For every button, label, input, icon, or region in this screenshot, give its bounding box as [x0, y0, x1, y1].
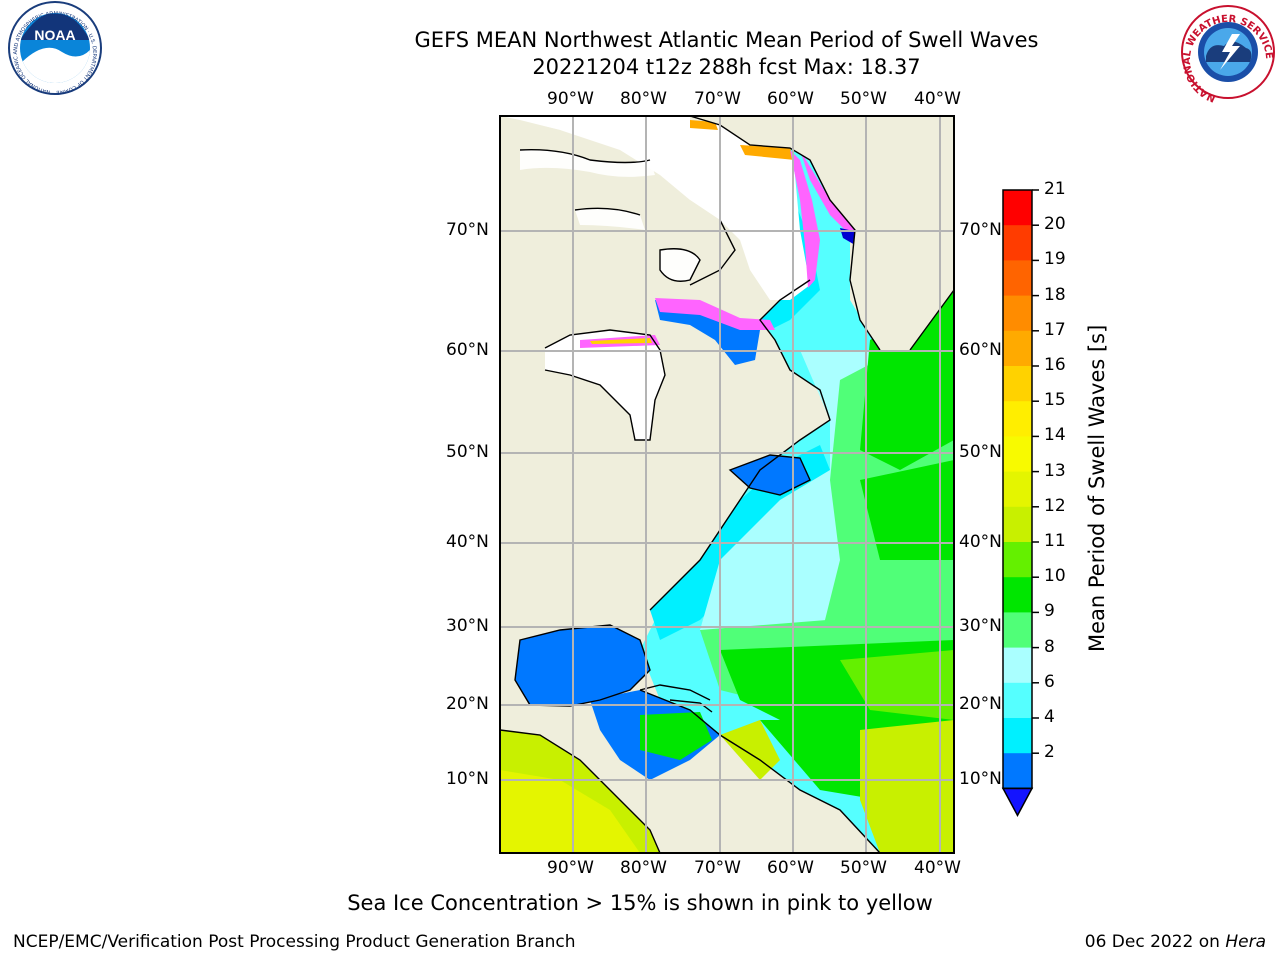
lon-label-bottom: 80°W	[620, 858, 667, 878]
lat-label-left: 50°N	[446, 442, 489, 462]
lon-label-bottom: 90°W	[547, 858, 594, 878]
colorbar-tick-label: 4	[1044, 707, 1055, 727]
lat-label-left: 60°N	[446, 340, 489, 360]
footer-branch: NCEP/EMC/Verification Post Processing Pr…	[13, 932, 576, 952]
colorbar-tick-label: 12	[1044, 495, 1066, 516]
lat-label-right: 20°N	[959, 694, 1002, 714]
lon-label-top: 60°W	[767, 89, 814, 109]
lon-label-top: 40°W	[914, 89, 961, 109]
lon-label-bottom: 50°W	[840, 858, 887, 878]
colorbar-tick-label: 21	[1044, 179, 1066, 199]
lat-label-left: 20°N	[446, 694, 489, 714]
colorbar-tick-label: 6	[1044, 671, 1055, 692]
lat-label-left: 40°N	[446, 532, 489, 552]
lat-label-right: 70°N	[959, 220, 1002, 240]
colorbar-tick-label: 18	[1044, 284, 1066, 305]
sea-ice-caption: Sea Ice Concentration > 15% is shown in …	[347, 891, 933, 915]
colorbar-tick-label: 11	[1044, 531, 1066, 551]
arctic-ice	[500, 116, 810, 300]
colorbar-tick-label: 17	[1044, 319, 1066, 340]
colorbar-tick-label: 14	[1044, 425, 1066, 446]
footer-date: 06 Dec 2022 on Hera	[1085, 932, 1266, 952]
lon-label-top: 90°W	[547, 89, 594, 109]
lon-label-bottom: 60°W	[767, 858, 814, 878]
lat-label-left: 10°N	[446, 769, 489, 789]
colorbar-label: Mean Period of Swell Waves [s]	[1085, 324, 1109, 652]
land-canadian-arctic	[500, 116, 735, 350]
colorbar-tick-label: 16	[1044, 355, 1066, 375]
graticule	[500, 116, 954, 853]
lat-label-right: 30°N	[959, 616, 1002, 636]
colorbar-tick-label: 15	[1044, 390, 1066, 411]
lon-label-top: 70°W	[694, 89, 741, 109]
map-frame	[499, 115, 955, 854]
colorbar-tick-label: 13	[1044, 460, 1066, 481]
ocean-gulf-of-mexico	[515, 625, 650, 706]
lon-label-bottom: 40°W	[914, 858, 961, 878]
colorbar-tick-label: 9	[1044, 601, 1055, 622]
lon-label-top: 50°W	[840, 89, 887, 109]
hudson-bay-ice	[545, 330, 665, 440]
lat-label-right: 40°N	[959, 532, 1002, 552]
land-greenland	[690, 116, 954, 350]
lat-label-right: 50°N	[959, 442, 1002, 462]
title-line-1: GEFS MEAN Northwest Atlantic Mean Period…	[414, 28, 1039, 52]
lat-label-right: 10°N	[959, 769, 1002, 789]
colorbar-tick-label: 10	[1044, 566, 1066, 587]
lat-label-left: 30°N	[446, 616, 489, 636]
colorbar-tick-label: 2	[1044, 742, 1055, 763]
footer-host: Hera	[1225, 932, 1266, 952]
colorbar-tick-label: 19	[1044, 249, 1066, 270]
lat-label-left: 70°N	[446, 220, 489, 240]
lat-label-right: 60°N	[959, 340, 1002, 360]
lon-label-bottom: 70°W	[694, 858, 741, 878]
title-line-2: 20221204 t12z 288h fcst Max: 18.37	[532, 55, 921, 79]
colorbar-tick-label: 8	[1044, 636, 1055, 657]
lon-label-top: 80°W	[620, 89, 667, 109]
footer-date-text: 06 Dec 2022 on	[1084, 932, 1220, 952]
colorbar-tick-label: 20	[1044, 214, 1066, 235]
